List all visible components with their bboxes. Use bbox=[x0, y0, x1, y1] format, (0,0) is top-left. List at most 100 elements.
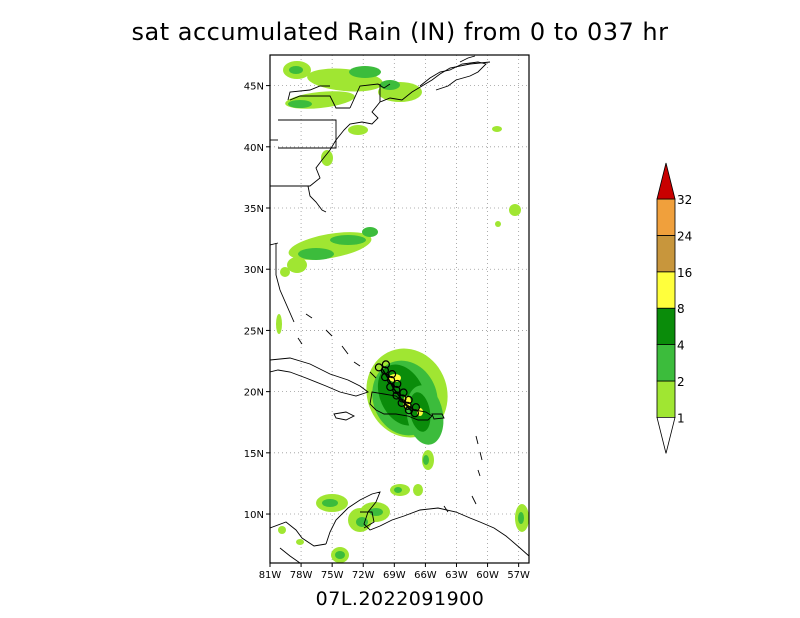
colorbar-label: 8 bbox=[677, 302, 685, 316]
bahamas bbox=[341, 345, 349, 355]
lat-tick-label: 15N bbox=[244, 449, 264, 460]
rain-area bbox=[321, 150, 333, 166]
bahamas bbox=[325, 329, 333, 337]
carolina-coast bbox=[307, 185, 327, 213]
colorbar-segment bbox=[656, 271, 676, 309]
lesser-antilles bbox=[443, 505, 449, 513]
cuba bbox=[270, 357, 369, 397]
rain-area bbox=[349, 66, 381, 78]
lon-tick-label: 57W bbox=[507, 570, 530, 581]
lat-tick-label: 20N bbox=[244, 388, 264, 399]
track-loop bbox=[398, 394, 407, 403]
track-loop bbox=[411, 403, 421, 412]
lat-tick-label: 40N bbox=[244, 143, 264, 154]
rain-area bbox=[495, 221, 501, 227]
rain-area bbox=[413, 484, 423, 496]
rain-area bbox=[298, 248, 334, 260]
lon-tick-label: 63W bbox=[445, 570, 468, 581]
lon-tick-label: 75W bbox=[321, 570, 344, 581]
state-border bbox=[289, 95, 350, 109]
colorbar-segment bbox=[656, 344, 676, 382]
lesser-antilles bbox=[475, 435, 479, 445]
florida-coast bbox=[275, 243, 295, 323]
bahamas bbox=[297, 337, 303, 345]
rain-area bbox=[492, 126, 502, 132]
maritime-coast bbox=[459, 55, 476, 63]
state-border bbox=[287, 85, 330, 101]
gulf-coast bbox=[270, 242, 279, 246]
colorbar-label: 16 bbox=[677, 266, 692, 280]
longitude-ticks: 81W 78W 75W 72W 69W 66W 63W 60W 57W bbox=[259, 563, 530, 581]
bahamas bbox=[369, 371, 377, 379]
lat-tick-label: 30N bbox=[244, 265, 264, 276]
colorbar-label: 24 bbox=[677, 229, 692, 243]
track-loop bbox=[399, 388, 408, 397]
storm-track bbox=[374, 360, 421, 418]
colombia-border bbox=[279, 547, 301, 563]
rain-area bbox=[423, 455, 429, 465]
lon-tick-label: 81W bbox=[259, 570, 282, 581]
rain-area bbox=[287, 257, 307, 273]
lesser-antilles bbox=[471, 495, 477, 505]
colorbar-segment bbox=[656, 307, 676, 346]
state-border bbox=[349, 83, 391, 109]
rain-area bbox=[280, 267, 290, 277]
south-america-coast bbox=[325, 491, 529, 557]
track-loop bbox=[392, 385, 401, 395]
puerto-rico bbox=[431, 413, 445, 420]
lon-tick-label: 60W bbox=[476, 570, 499, 581]
colorbar-segment bbox=[656, 380, 676, 418]
track-loop bbox=[381, 360, 390, 369]
lon-tick-label: 78W bbox=[290, 570, 313, 581]
track-loop bbox=[403, 401, 412, 410]
track-loop bbox=[410, 409, 420, 418]
latitude-ticks: 10N 15N 20N 25N 30N 35N 40N 45N bbox=[244, 82, 270, 521]
track-loop bbox=[393, 379, 402, 389]
colorbar-segment bbox=[656, 234, 676, 273]
jamaica bbox=[333, 411, 356, 421]
colorbar-top-arrow bbox=[656, 162, 676, 200]
us-east-coast bbox=[270, 61, 491, 187]
rain-area bbox=[330, 235, 366, 245]
colorbar-label: 1 bbox=[677, 411, 685, 425]
rain-area bbox=[509, 204, 521, 216]
rain-area bbox=[380, 80, 400, 90]
rain-area bbox=[289, 66, 303, 74]
maritime-coast bbox=[419, 61, 487, 91]
colorbar-bottom-arrow bbox=[656, 417, 676, 454]
lat-tick-label: 10N bbox=[244, 510, 264, 521]
rain-area bbox=[394, 487, 402, 493]
rain-area bbox=[322, 499, 338, 507]
colorbar-label: 32 bbox=[677, 193, 692, 207]
rain-area bbox=[276, 314, 282, 334]
lat-tick-label: 45N bbox=[244, 82, 264, 93]
lesser-antilles bbox=[477, 469, 481, 477]
lesser-antilles bbox=[479, 451, 483, 461]
bahamas bbox=[353, 361, 361, 367]
rain-area bbox=[362, 227, 378, 237]
lon-tick-label: 66W bbox=[414, 570, 437, 581]
map-title: sat accumulated Rain (IN) from 0 to 037 … bbox=[131, 18, 669, 46]
colorbar-segment bbox=[656, 198, 676, 236]
rain-area bbox=[348, 125, 368, 135]
colorbar-label: 4 bbox=[677, 339, 685, 353]
state-border bbox=[278, 119, 337, 149]
rain-shading bbox=[276, 61, 529, 563]
central-america bbox=[270, 521, 327, 547]
lat-tick-label: 35N bbox=[244, 204, 264, 215]
lat-tick-label: 25N bbox=[244, 326, 264, 337]
coastlines bbox=[270, 55, 529, 563]
track-loop bbox=[388, 370, 397, 379]
map-frame bbox=[269, 54, 530, 564]
lake-maracaibo bbox=[360, 511, 375, 529]
rain-area bbox=[518, 512, 524, 524]
bahamas bbox=[305, 313, 313, 319]
colorbar-label: 2 bbox=[677, 375, 685, 389]
storm-id-label: 07L.2022091900 bbox=[315, 588, 485, 610]
rain-area bbox=[296, 539, 304, 545]
rain-area bbox=[278, 526, 286, 534]
track-loop bbox=[404, 395, 413, 404]
rain-area bbox=[288, 100, 312, 108]
